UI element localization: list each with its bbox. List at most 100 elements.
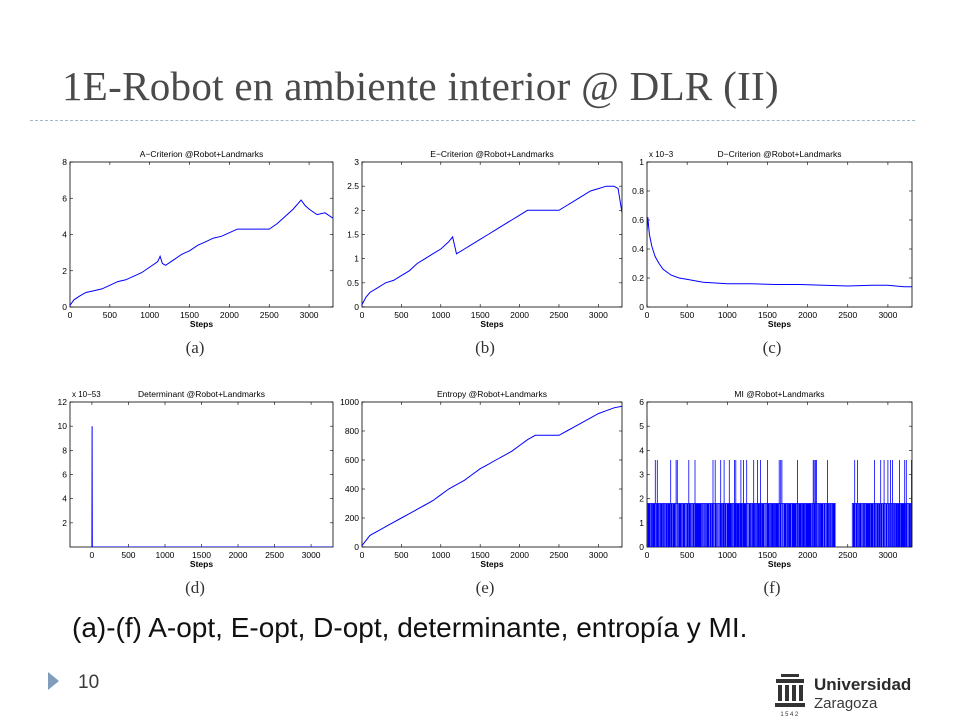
chart-title: D−Criterion @Robot+Landmarks <box>718 149 842 159</box>
y-tick-label: 3 <box>639 470 644 480</box>
chart-title: Determinant @Robot+Landmarks <box>138 389 265 399</box>
x-axis-label: Steps <box>190 559 213 569</box>
y-scale-label: x 10−3 <box>649 150 674 159</box>
chart-title: Entropy @Robot+Landmarks <box>437 389 547 399</box>
caption-f: (f) <box>763 578 781 597</box>
y-tick-label: 0 <box>354 302 359 312</box>
chart-mutual-information: MI @Robot+Landmarks 0 500 1000 1500 2000 2500 3… <box>639 389 913 569</box>
series-line <box>362 405 622 546</box>
y-tick-label: 5 <box>639 421 644 431</box>
plot-area <box>69 401 334 548</box>
x-tick-label: 500 <box>121 550 135 560</box>
x-tick-label: 1500 <box>192 550 211 560</box>
chart-title: E−Criterion @Robot+Landmarks <box>430 149 553 159</box>
y-tick-label: 4 <box>639 445 644 455</box>
x-tick-label: 3000 <box>878 310 897 320</box>
x-tick-label: 0 <box>68 310 73 320</box>
x-tick-label: 2500 <box>838 310 857 320</box>
caption-d: (d) <box>185 578 205 597</box>
logo-city: Zaragoza <box>814 695 878 712</box>
plot-area <box>361 161 623 308</box>
caption-a: (a) <box>185 338 205 357</box>
y-tick-label: 1.5 <box>347 230 359 240</box>
page-number: 10 <box>78 672 100 693</box>
y-tick-label: 0.2 <box>632 273 644 283</box>
y-tick-label: 2 <box>62 518 67 528</box>
y-tick-label: 1 <box>639 157 644 167</box>
y-tick-label: 0.6 <box>632 215 644 225</box>
x-tick-label: 1000 <box>718 550 737 560</box>
x-tick-label: 1000 <box>431 550 450 560</box>
logo-name: Universidad <box>814 675 912 694</box>
series-line <box>91 426 333 547</box>
x-tick-label: 2000 <box>229 550 248 560</box>
y-tick-label: 800 <box>345 426 359 436</box>
x-tick-label: 1000 <box>718 310 737 320</box>
x-tick-label: 2000 <box>798 550 817 560</box>
x-tick-label: 500 <box>394 310 408 320</box>
series-line <box>647 416 912 547</box>
chart-title: A−Criterion @Robot+Landmarks <box>140 149 263 159</box>
series-line <box>362 185 622 305</box>
university-emblem-icon: 1542 <box>775 674 805 718</box>
x-tick-label: 1500 <box>180 310 199 320</box>
x-tick-label: 0 <box>645 310 650 320</box>
y-tick-label: 6 <box>62 470 67 480</box>
caption-b: (b) <box>475 338 495 357</box>
x-tick-label: 1000 <box>140 310 159 320</box>
footer-triangle-icon <box>48 672 59 690</box>
x-axis-label: Steps <box>480 559 503 569</box>
x-tick-label: 500 <box>103 310 117 320</box>
title-divider <box>30 120 915 121</box>
chart-title: MI @Robot+Landmarks <box>734 389 824 399</box>
x-tick-label: 2500 <box>550 550 569 560</box>
y-tick-label: 1 <box>354 254 359 264</box>
x-tick-label: 0 <box>645 550 650 560</box>
slide-title: 1E-Robot en ambiente interior @ DLR (II) <box>62 63 779 109</box>
x-tick-label: 1500 <box>471 310 490 320</box>
x-tick-label: 2500 <box>260 310 279 320</box>
y-tick-label: 2 <box>354 205 359 215</box>
x-tick-label: 2000 <box>220 310 239 320</box>
y-tick-label: 0.5 <box>347 278 359 288</box>
x-tick-label: 2500 <box>550 310 569 320</box>
x-tick-label: 0 <box>90 550 95 560</box>
y-tick-label: 4 <box>62 230 67 240</box>
y-tick-label: 0.4 <box>632 244 644 254</box>
y-tick-label: 4 <box>62 494 67 504</box>
x-tick-label: 2000 <box>510 310 529 320</box>
y-tick-label: 8 <box>62 157 67 167</box>
x-tick-label: 1500 <box>758 310 777 320</box>
y-tick-label: 0.8 <box>632 186 644 196</box>
x-tick-label: 500 <box>394 550 408 560</box>
university-logo: 1542 Universidad Zaragoza <box>772 672 912 718</box>
logo-year: 1542 <box>780 712 799 718</box>
y-tick-label: 1000 <box>340 397 359 407</box>
y-tick-label: 0 <box>62 302 67 312</box>
x-tick-label: 3000 <box>589 550 608 560</box>
x-tick-label: 3000 <box>878 550 897 560</box>
x-tick-label: 0 <box>360 310 365 320</box>
y-tick-label: 400 <box>345 484 359 494</box>
x-tick-label: 1000 <box>156 550 175 560</box>
slide-summary: (a)-(f) A-opt, E-opt, D-opt, determinant… <box>72 612 748 643</box>
x-tick-label: 1500 <box>471 550 490 560</box>
x-tick-label: 3000 <box>589 310 608 320</box>
plot-area <box>69 161 334 308</box>
x-tick-label: 2000 <box>798 310 817 320</box>
chart-determinant: Determinant @Robot+Landmarks 0 500 1000 1500… <box>58 389 334 569</box>
x-tick-label: 500 <box>680 310 694 320</box>
y-tick-label: 8 <box>62 445 67 455</box>
x-tick-label: 2500 <box>838 550 857 560</box>
y-tick-label: 2.5 <box>347 181 359 191</box>
x-axis-label: Steps <box>190 319 213 329</box>
x-tick-label: 0 <box>360 550 365 560</box>
y-tick-label: 0 <box>639 542 644 552</box>
caption-e: (e) <box>475 578 495 597</box>
plot-area <box>646 161 913 308</box>
plot-area <box>361 401 623 548</box>
x-tick-label: 500 <box>680 550 694 560</box>
y-tick-label: 10 <box>58 421 68 431</box>
y-tick-label: 1 <box>639 518 644 528</box>
x-tick-label: 1000 <box>431 310 450 320</box>
